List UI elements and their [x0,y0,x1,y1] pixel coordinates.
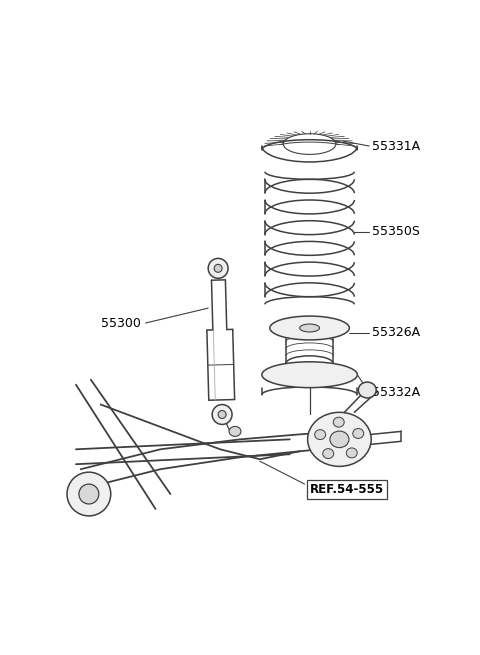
Ellipse shape [229,426,241,436]
Ellipse shape [333,417,344,427]
Ellipse shape [208,259,228,278]
Ellipse shape [315,430,325,440]
Ellipse shape [212,405,232,424]
Ellipse shape [330,431,349,447]
Text: 55332A: 55332A [372,386,420,399]
Text: REF.54-555: REF.54-555 [310,483,384,496]
Ellipse shape [300,324,320,332]
Ellipse shape [308,412,371,466]
Text: 55331A: 55331A [372,140,420,153]
Ellipse shape [262,362,357,388]
Ellipse shape [323,449,334,458]
Ellipse shape [79,484,99,504]
Ellipse shape [218,411,226,419]
Ellipse shape [214,265,222,272]
Text: 55350S: 55350S [372,225,420,238]
Text: 55300: 55300 [101,316,141,329]
Ellipse shape [358,382,376,398]
Text: 55326A: 55326A [372,326,420,339]
Ellipse shape [67,472,111,516]
Ellipse shape [346,448,357,458]
Ellipse shape [353,428,364,438]
Ellipse shape [270,316,349,340]
